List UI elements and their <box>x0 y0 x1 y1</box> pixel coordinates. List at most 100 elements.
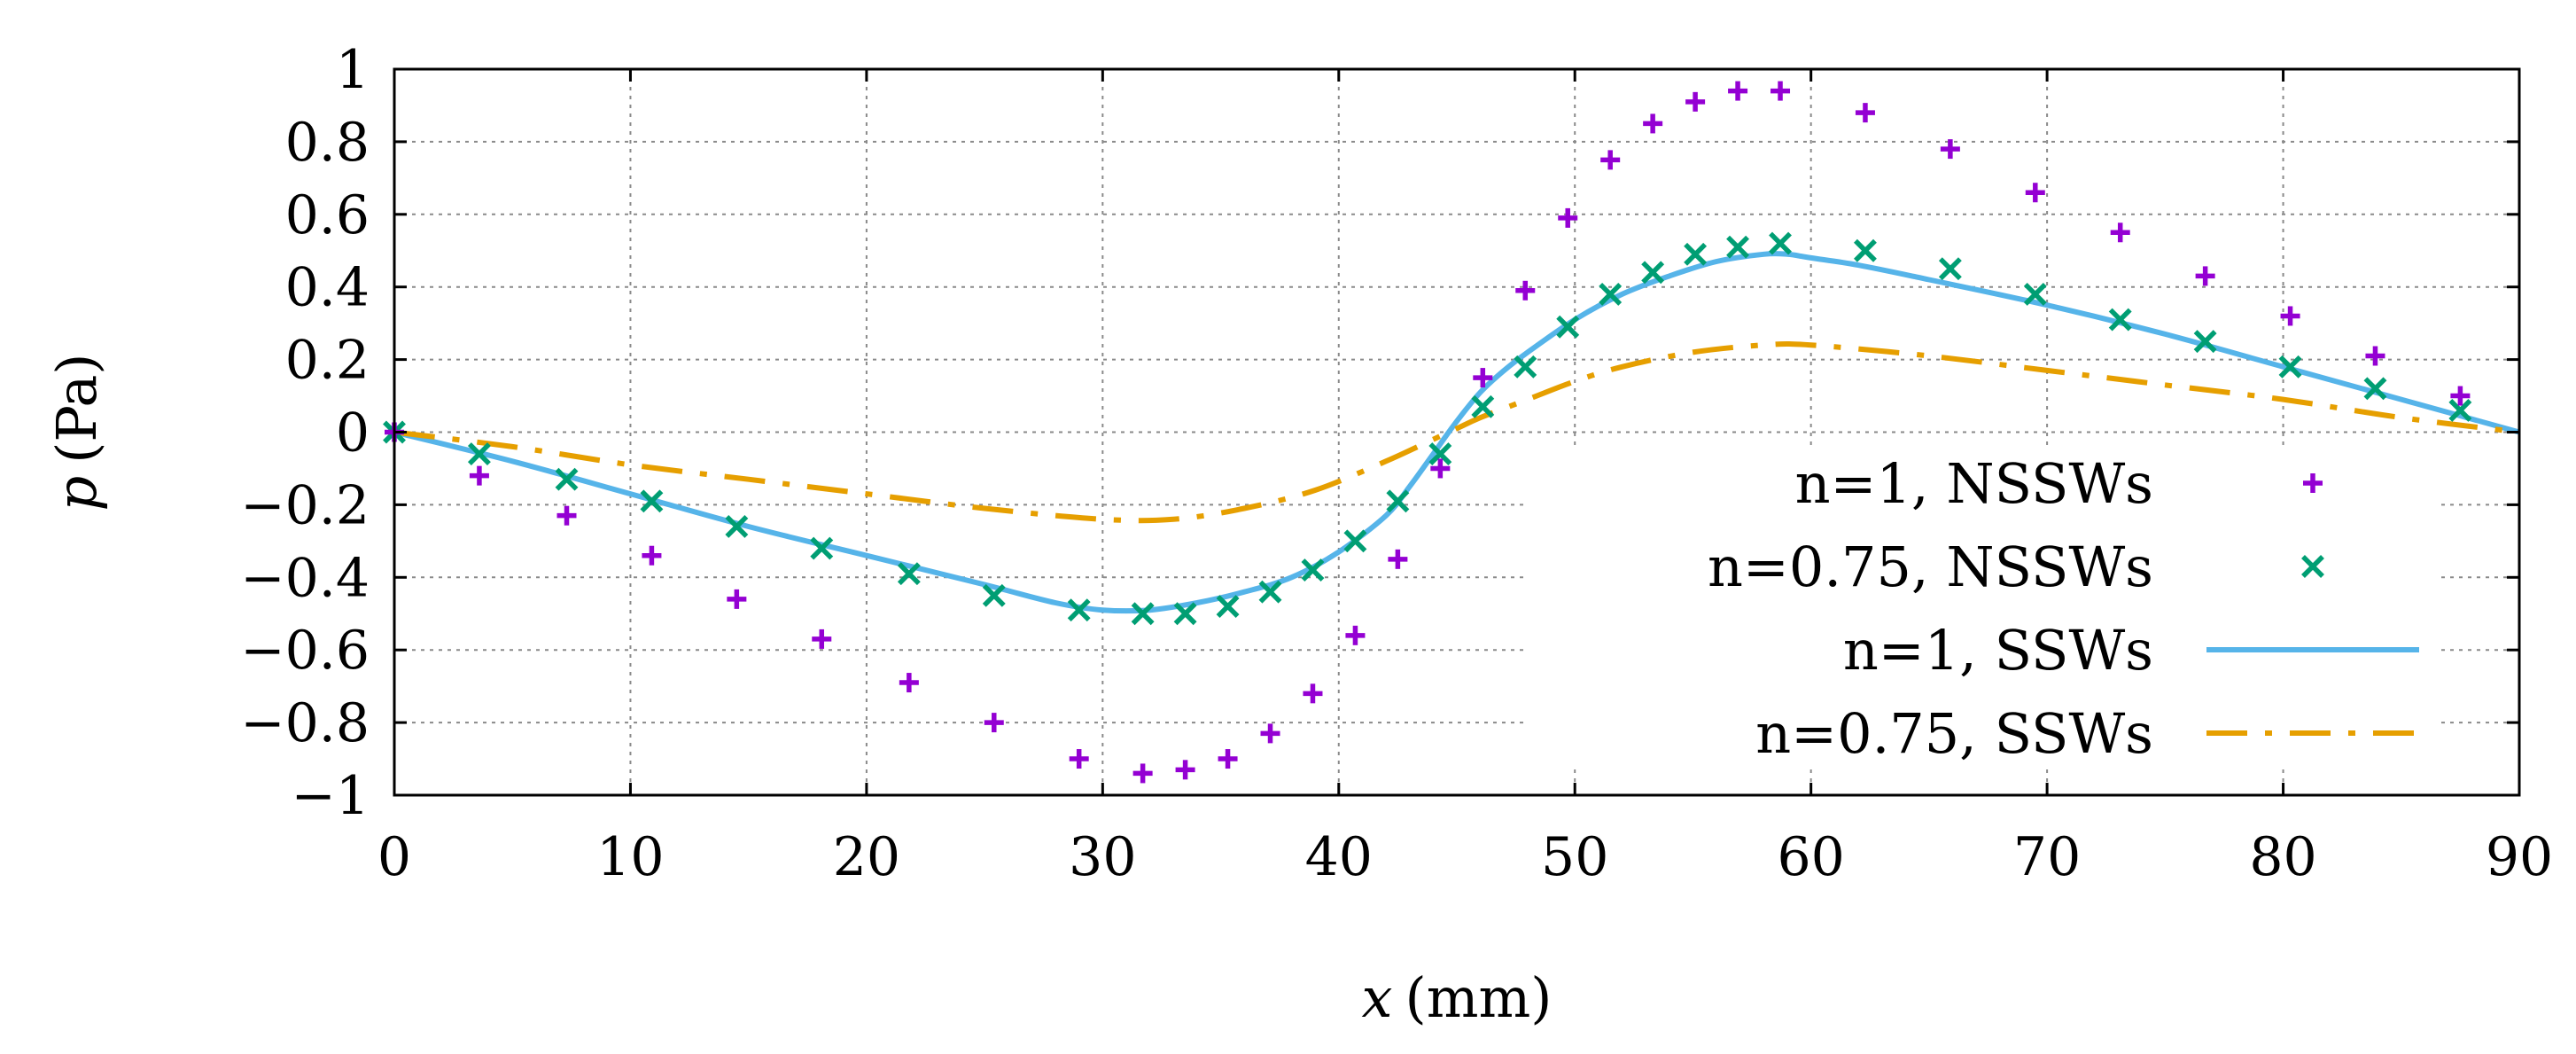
series-layer <box>383 81 2520 784</box>
data-point <box>899 673 919 693</box>
data-point <box>984 713 1004 733</box>
series-line-3 <box>393 340 2520 524</box>
x-axis-unit: (mm) <box>1405 965 1553 1030</box>
data-point <box>1556 315 1580 339</box>
data-point <box>1769 231 1792 255</box>
x-tick-label: 50 <box>1541 826 1608 888</box>
y-axis-title: p (Pa) <box>44 354 109 511</box>
data-point <box>725 515 749 538</box>
data-point <box>2025 183 2045 203</box>
x-tick-label: 30 <box>1069 826 1136 888</box>
legend-label: n=0.75, SSWs <box>1755 701 2153 766</box>
data-point <box>1069 749 1089 769</box>
data-point <box>1388 549 1408 569</box>
y-tick-label: 0.8 <box>285 112 370 174</box>
y-tick-label: 0 <box>336 402 370 465</box>
legend-marker <box>2303 473 2323 493</box>
y-tick-label: −0.8 <box>240 692 370 754</box>
data-point <box>2108 308 2132 332</box>
data-point <box>1684 242 1708 266</box>
data-point <box>640 489 664 513</box>
data-point <box>1940 139 1960 160</box>
data-point <box>1303 683 1323 704</box>
x-tick-label: 60 <box>1777 826 1844 888</box>
data-point <box>1345 625 1366 645</box>
x-tick-label: 40 <box>1305 826 1373 888</box>
y-tick-label: 1 <box>336 39 370 101</box>
data-point <box>467 442 491 466</box>
data-point <box>555 467 579 491</box>
data-point <box>812 628 832 649</box>
data-point <box>1471 394 1495 418</box>
x-tick-label: 20 <box>833 826 900 888</box>
data-point <box>1218 749 1238 769</box>
data-point <box>469 465 489 486</box>
data-point <box>2278 355 2302 379</box>
legend-background <box>1526 445 2439 764</box>
data-point <box>1938 257 1962 281</box>
data-point <box>727 589 747 609</box>
data-point <box>1301 558 1325 582</box>
data-point <box>2110 223 2130 243</box>
data-point <box>1599 282 1623 306</box>
data-point <box>1515 280 1536 301</box>
ticks: 0 10 20 30 40 50 60 70 80 90 −1 −0.8 −0.6 −0.4 −0.2 0 0.… <box>240 39 2553 888</box>
y-tick-label: −0.4 <box>240 547 370 609</box>
x-tick-label: 90 <box>2486 826 2553 888</box>
data-point <box>1726 235 1750 259</box>
y-axis-label: p <box>44 476 109 511</box>
data-point <box>1258 580 1282 604</box>
y-tick-label: 0.4 <box>285 257 370 319</box>
data-point <box>1473 368 1493 388</box>
series-3 <box>393 340 2520 524</box>
x-axis-title: x (mm) <box>1362 965 1553 1030</box>
data-point <box>897 562 921 586</box>
data-point <box>1643 113 1663 134</box>
data-point <box>982 583 1006 607</box>
data-point <box>1771 81 1791 101</box>
data-point <box>642 545 662 566</box>
data-point <box>1428 442 1452 466</box>
data-point <box>2023 282 2047 306</box>
data-point <box>2365 346 2385 366</box>
series-2 <box>393 251 2520 614</box>
data-point <box>1131 602 1155 626</box>
data-point <box>1175 760 1195 780</box>
data-point <box>1343 529 1367 553</box>
data-point <box>1067 598 1091 622</box>
x-tick-label: 10 <box>596 826 664 888</box>
y-axis-unit: (Pa) <box>44 354 109 464</box>
y-tick-label: −0.6 <box>240 620 370 682</box>
data-point <box>1260 723 1280 744</box>
data-point <box>2450 386 2471 406</box>
data-point <box>2448 398 2472 422</box>
legend-label: n=1, SSWs <box>1843 618 2153 683</box>
data-point <box>1173 602 1197 626</box>
data-point <box>1854 238 1877 262</box>
legend-label: n=0.75, NSSWs <box>1708 535 2153 599</box>
x-tick-label: 70 <box>2013 826 2081 888</box>
data-point <box>1216 595 1240 619</box>
data-point <box>1641 261 1665 285</box>
data-point <box>1514 355 1537 379</box>
data-point <box>2195 266 2215 286</box>
series-line-2 <box>393 251 2520 614</box>
data-point <box>1430 458 1451 479</box>
y-tick-label: 0.2 <box>285 330 370 392</box>
data-point <box>556 505 577 526</box>
data-point <box>2280 306 2300 326</box>
x-tick-label: 0 <box>377 826 411 888</box>
legend: n=1, NSSWs n=0.75, NSSWs n=1, SSWs n=0.75, … <box>1708 451 2419 766</box>
data-point <box>1685 91 1706 112</box>
legend-marker <box>2301 555 2324 578</box>
data-point <box>2363 377 2387 401</box>
data-point <box>1728 81 1748 101</box>
data-point <box>1558 207 1578 228</box>
series-0 <box>385 81 2471 784</box>
y-tick-label: −1 <box>292 765 370 827</box>
y-tick-label: −0.2 <box>240 474 370 536</box>
data-point <box>2193 330 2217 354</box>
data-point <box>810 536 834 560</box>
data-point <box>1386 489 1410 513</box>
